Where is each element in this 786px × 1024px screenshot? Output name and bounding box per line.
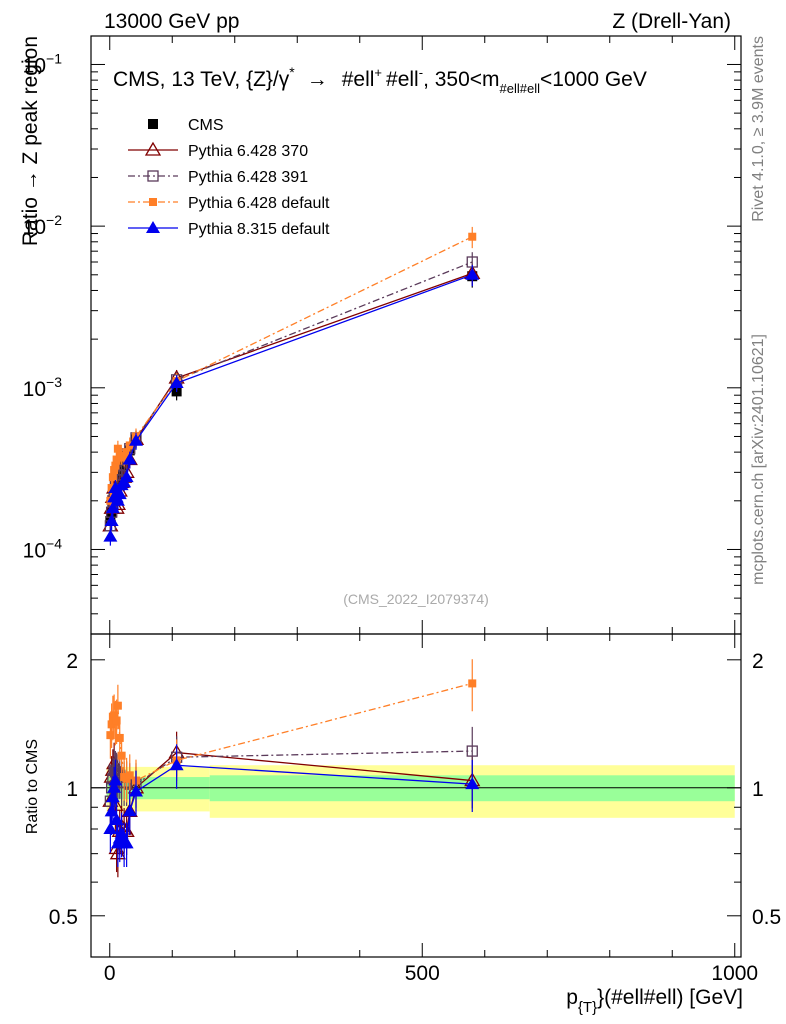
legend-entry-label: Pythia 6.428 default (188, 195, 330, 212)
series-1 (102, 263, 481, 535)
ratio-series-3 (103, 744, 480, 868)
title-star: * (289, 64, 295, 80)
data-point (129, 433, 143, 446)
data-point (169, 376, 184, 389)
ratio-data-point (125, 771, 134, 780)
data-point (465, 267, 480, 280)
data-point (111, 461, 120, 470)
title-plus: + (374, 65, 382, 80)
ratio-plot-frame (90, 633, 742, 958)
title-arrow: → (307, 68, 328, 91)
title-main: CMS, 13 TeV, {Z}/γ (113, 68, 290, 91)
data-point (110, 466, 119, 475)
mcplots-label: mcplots.cern.ch [arXiv:2401.10621] (750, 334, 767, 585)
title-mass-sub: #ell#ell (500, 81, 541, 96)
ratio-data-point (122, 804, 137, 817)
x-axis-label-main: p (566, 986, 578, 1009)
legend-entry-label: CMS (188, 117, 224, 134)
ratio-y-tick-label: 0.5 (49, 906, 78, 929)
title-minus: - (419, 65, 423, 80)
ratio-data-point (110, 711, 119, 720)
ratio-data-point (466, 745, 478, 757)
ratio-data-point (112, 716, 121, 725)
legend-marker (147, 170, 159, 182)
title-l1: #ell (342, 68, 375, 91)
ratio-data-point (103, 822, 118, 835)
ratio-y-axis-label: Ratio to CMS (24, 739, 41, 834)
ratio-data-point (107, 780, 122, 793)
data-point (104, 513, 119, 526)
ratio-data-point (117, 751, 126, 760)
header-left-label: 13000 GeV pp (104, 10, 239, 33)
ratio-data-point (113, 701, 122, 710)
ratio-data-point (106, 731, 115, 740)
y-tick-label: 10−3 (23, 374, 63, 401)
series-2 (104, 252, 478, 535)
legend-marker (148, 119, 158, 129)
legend-marker (146, 221, 160, 233)
ratio-data-point (108, 773, 123, 786)
ratio-data-point (468, 679, 477, 688)
title-l2: #ell (386, 68, 419, 91)
ratio-y-tick-label-right: 0.5 (752, 906, 781, 929)
x-tick-label: 0 (104, 962, 116, 985)
ratio-data-point (115, 733, 124, 742)
data-point (122, 448, 131, 457)
ratio-y-tick-label-right: 2 (752, 650, 764, 673)
data-point (105, 501, 120, 514)
x-axis-label-rest: }(#ell#ell) [GeV] (597, 986, 743, 1009)
rivet-version-label: Rivet 4.1.0, ≥ 3.9M events (750, 36, 767, 222)
x-axis-label-sub: {T} (578, 999, 597, 1016)
legend-entry-label: Pythia 6.428 391 (188, 169, 308, 186)
analysis-id-label: (CMS_2022_I2079374) (343, 591, 489, 607)
legend: CMS Pythia 6.428 370 Pythia 6.428 391 Pythi… (128, 117, 330, 238)
series-3 (106, 226, 477, 510)
legend-entry-label: Pythia 8.315 default (188, 221, 330, 238)
data-point (122, 452, 137, 465)
legend-entry-label: Pythia 6.428 370 (188, 143, 308, 160)
series-line (109, 274, 473, 537)
legend-marker (144, 141, 162, 156)
series-0 (105, 266, 478, 530)
ratio-y-tick-label: 1 (66, 778, 78, 801)
data-point (120, 453, 129, 462)
y-tick-label: 10−2 (23, 212, 63, 239)
data-point (103, 529, 118, 542)
ratio-plot: 0 500 1000 0.5 0.5 1 1 2 2 (49, 633, 781, 985)
y-tick-label: 10−4 (23, 535, 63, 562)
data-point (110, 493, 125, 506)
ratio-data-point (114, 826, 129, 839)
title-mass-pre: , 350<m (423, 68, 499, 91)
ratio-data-point (169, 758, 184, 771)
data-point (113, 444, 122, 453)
ratio-data-point (465, 777, 480, 790)
header-right-label: Z (Drell-Yan) (612, 10, 731, 33)
data-point (119, 470, 134, 483)
y-axis-label: Ratio → Z peak region (19, 36, 42, 246)
data-point (112, 487, 127, 500)
ratio-data-point (104, 804, 119, 817)
data-point (108, 473, 117, 482)
ratio-y-tick-label-right: 1 (752, 778, 764, 801)
y-tick-label: 10−1 (23, 50, 63, 77)
chart-title: CMS, 13 TeV, {Z}/γ* → #ell+ #ell-, 350<m#el… (113, 64, 647, 96)
data-point (468, 232, 477, 241)
series-line (109, 261, 473, 526)
series-4 (103, 264, 480, 546)
series-line (109, 236, 473, 501)
x-tick-label: 500 (405, 962, 440, 985)
x-axis-label: p{T}}(#ell#ell) [GeV] (566, 986, 743, 1016)
legend-marker (149, 198, 157, 206)
main-plot: 10−4 10−3 10−2 10−1 (23, 35, 742, 635)
title-mass-post: <1000 GeV (540, 68, 647, 91)
ratio-data-point (119, 836, 134, 849)
x-tick-label: 1000 (711, 962, 758, 985)
ratio-y-tick-label: 2 (66, 650, 78, 673)
ratio-data-point (129, 784, 143, 797)
